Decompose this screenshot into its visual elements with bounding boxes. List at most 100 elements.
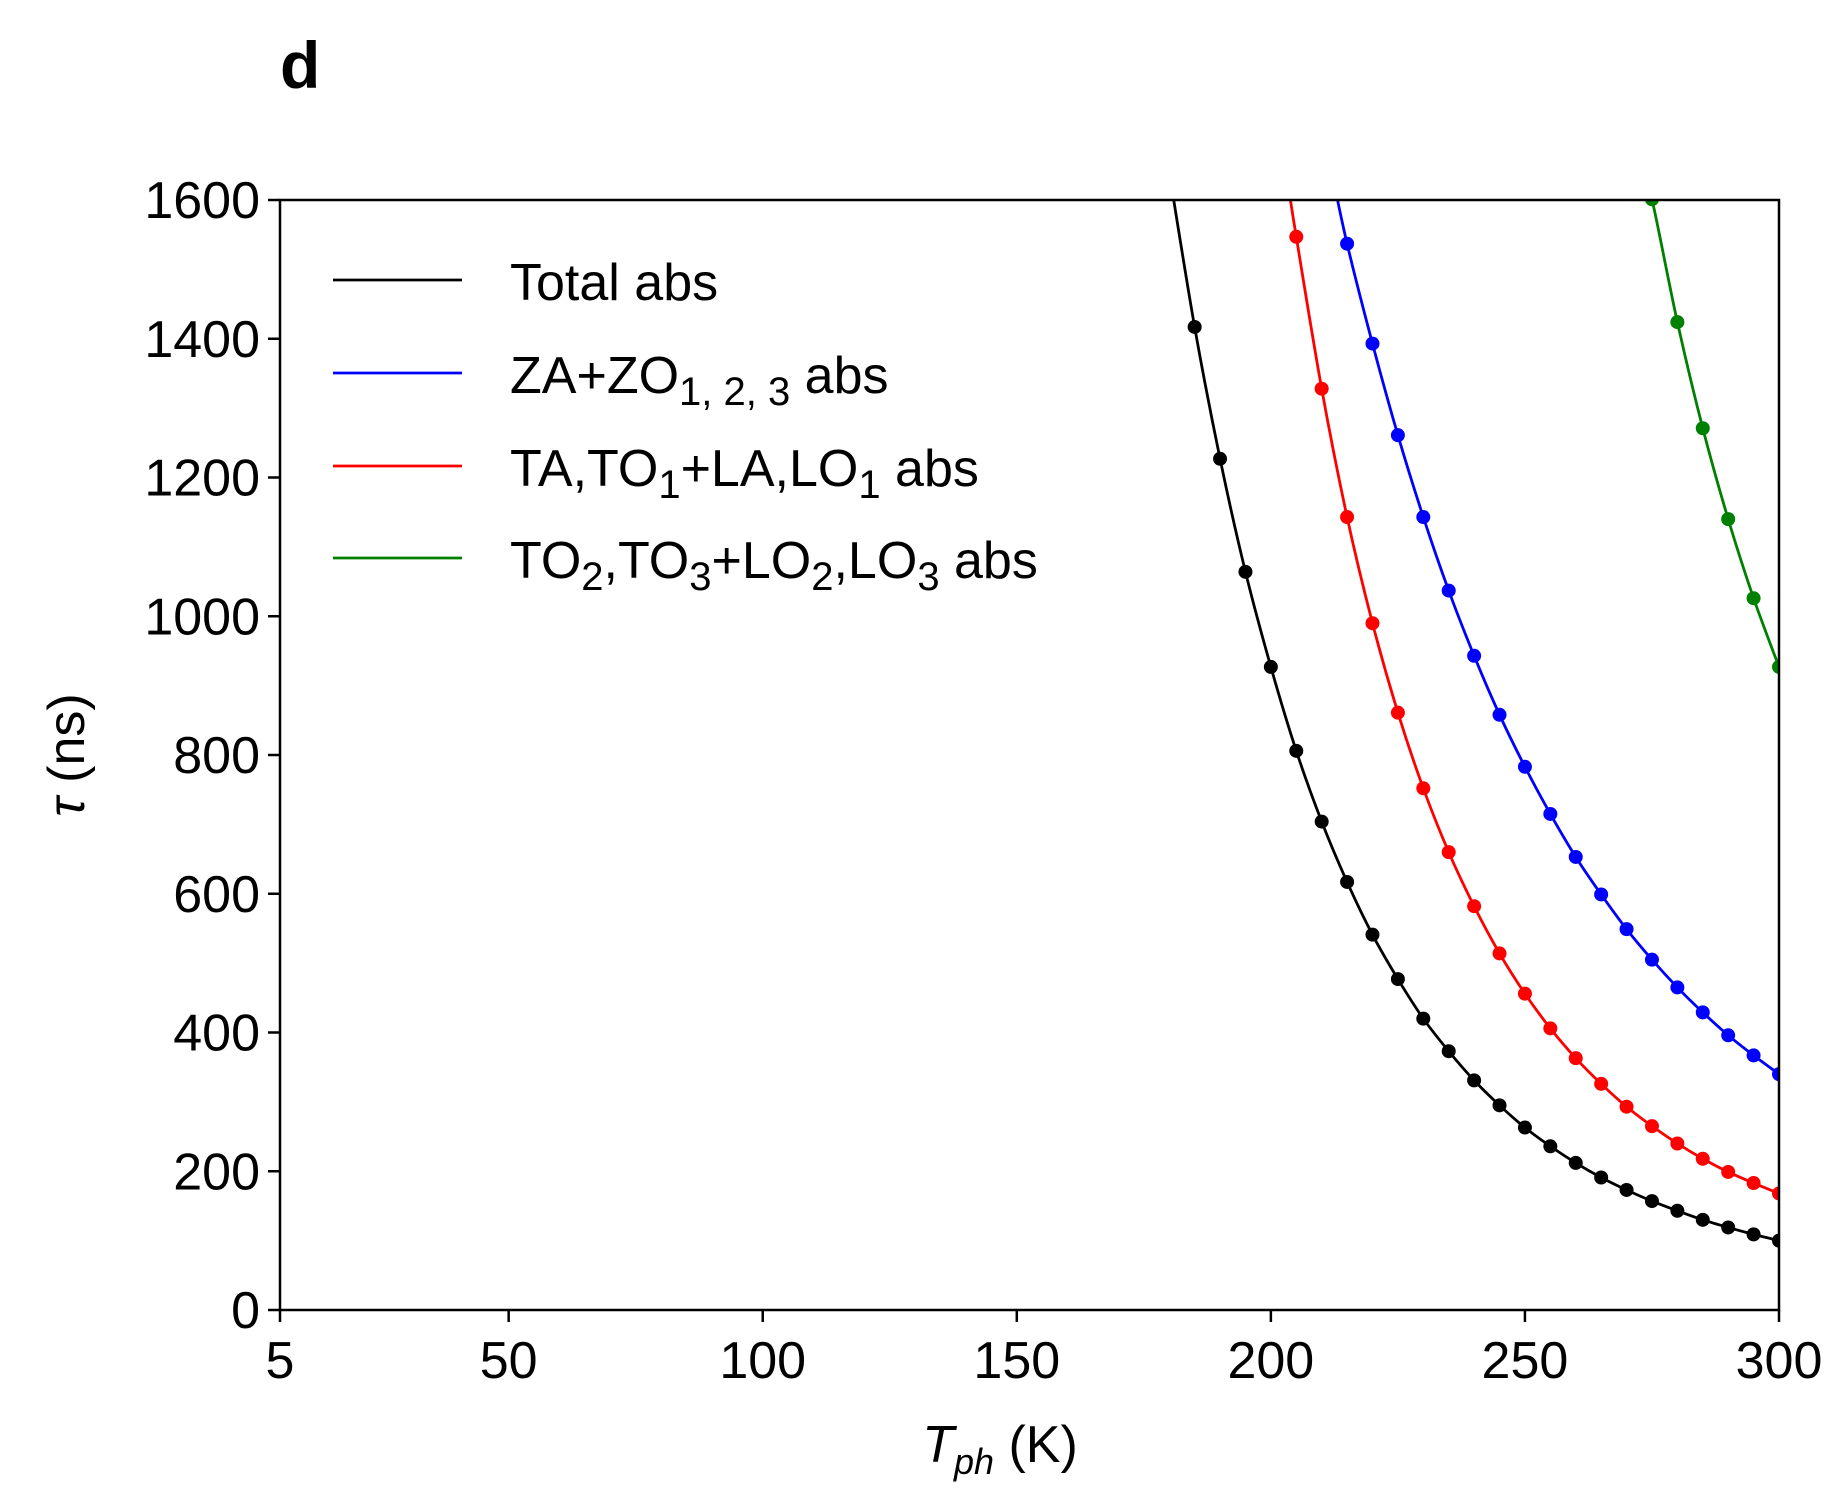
data-point (1543, 806, 1558, 821)
data-point (1670, 1203, 1685, 1218)
data-point (1492, 1098, 1507, 1113)
data-point (1619, 1182, 1634, 1197)
data-point (1772, 1233, 1779, 1248)
data-point (1670, 1136, 1685, 1151)
data-point (1670, 980, 1685, 995)
data-point (1390, 428, 1405, 443)
x-tick-label: 100 (719, 1332, 806, 1390)
data-point (1695, 1005, 1710, 1020)
data-point (1695, 421, 1710, 436)
data-point (1619, 1099, 1634, 1114)
data-point (1746, 1227, 1761, 1242)
data-point (1467, 648, 1482, 663)
legend-label: Total abs (510, 254, 718, 312)
y-axis-label: τ (ns) (38, 693, 96, 816)
data-point (1365, 336, 1380, 351)
data-point (1416, 510, 1431, 525)
data-point (1467, 1073, 1482, 1088)
panel-label: d (280, 28, 320, 102)
series-2 (1336, 200, 1779, 1082)
series-line (1288, 200, 1779, 1195)
data-point (1644, 1119, 1659, 1134)
data-point (1772, 1186, 1779, 1201)
data-point (1390, 972, 1405, 987)
data-point (1721, 1220, 1736, 1235)
legend-item: TO2,TO3+LO2,LO3 abs (333, 532, 1038, 599)
legend-item: TA,TO1+LA,LO1 abs (333, 440, 979, 507)
data-point (1365, 616, 1380, 631)
y-tick-label: 200 (173, 1143, 260, 1201)
data-point (1289, 743, 1304, 758)
y-tick-label: 1600 (144, 172, 260, 230)
x-tick-label: 200 (1227, 1332, 1314, 1390)
series-3 (1288, 200, 1779, 1201)
data-point (1365, 927, 1380, 942)
series-1 (1172, 200, 1779, 1248)
data-point (1568, 1051, 1583, 1066)
x-axis-label: Tph (K) (922, 1416, 1078, 1482)
data-point (1543, 1021, 1558, 1036)
x-label-subscript: ph (953, 1441, 994, 1482)
data-point (1517, 759, 1532, 774)
data-point (1644, 952, 1659, 967)
data-point (1517, 1120, 1532, 1135)
data-point (1213, 451, 1228, 466)
y-tick-label: 1200 (144, 450, 260, 508)
data-point (1543, 1139, 1558, 1154)
data-point (1670, 315, 1685, 330)
data-point (1594, 887, 1609, 902)
data-point (1416, 1011, 1431, 1026)
y-tick-label: 1400 (144, 311, 260, 369)
y-tick-label: 600 (173, 866, 260, 924)
data-point (1721, 1028, 1736, 1043)
x-tick-label: 50 (480, 1332, 538, 1390)
data-point (1746, 591, 1761, 606)
y-tick-label: 400 (173, 1005, 260, 1063)
data-point (1594, 1170, 1609, 1185)
data-point (1568, 1155, 1583, 1170)
data-point (1594, 1076, 1609, 1091)
data-point (1390, 705, 1405, 720)
x-tick-label: 250 (1482, 1332, 1569, 1390)
data-point (1721, 512, 1736, 527)
x-tick-label: 300 (1736, 1332, 1823, 1390)
data-point (1238, 564, 1253, 579)
data-point (1340, 874, 1355, 889)
data-point (1746, 1048, 1761, 1063)
data-point (1441, 583, 1456, 598)
y-tick-label: 1000 (144, 588, 260, 646)
data-point (1187, 319, 1202, 334)
data-point (1416, 781, 1431, 796)
series-layer (1172, 200, 1779, 1248)
y-tick-label: 0 (231, 1282, 260, 1340)
data-point (1746, 1176, 1761, 1191)
data-point (1568, 849, 1583, 864)
data-point (1492, 707, 1507, 722)
data-point (1644, 1194, 1659, 1209)
series-4 (1645, 200, 1779, 674)
y-label-symbol: τ (38, 794, 96, 817)
legend-item: ZA+ZO1, 2, 3 abs (333, 347, 889, 414)
data-point (1492, 946, 1507, 961)
x-axis: 5 50 100 150 200 250 300 (266, 1310, 1823, 1390)
data-point (1695, 1151, 1710, 1166)
data-point (1441, 1044, 1456, 1059)
x-label-unit: (K) (994, 1416, 1078, 1474)
y-label-unit: (ns) (38, 693, 96, 797)
data-point (1772, 659, 1779, 674)
x-label-symbol: T (922, 1416, 957, 1474)
data-point (1314, 381, 1329, 396)
data-point (1467, 899, 1482, 914)
legend-label: TA,TO1+LA,LO1 abs (510, 440, 979, 507)
legend-label: TO2,TO3+LO2,LO3 abs (510, 532, 1038, 599)
x-tick-label: 5 (266, 1332, 295, 1390)
legend-item: Total abs (333, 254, 718, 312)
y-axis: 0 200 400 600 800 1000 1200 1400 1600 (144, 172, 280, 1340)
data-point (1517, 986, 1532, 1001)
data-point (1441, 845, 1456, 860)
data-point (1340, 510, 1355, 525)
data-point (1695, 1212, 1710, 1227)
data-point (1263, 659, 1278, 674)
data-point (1314, 814, 1329, 829)
